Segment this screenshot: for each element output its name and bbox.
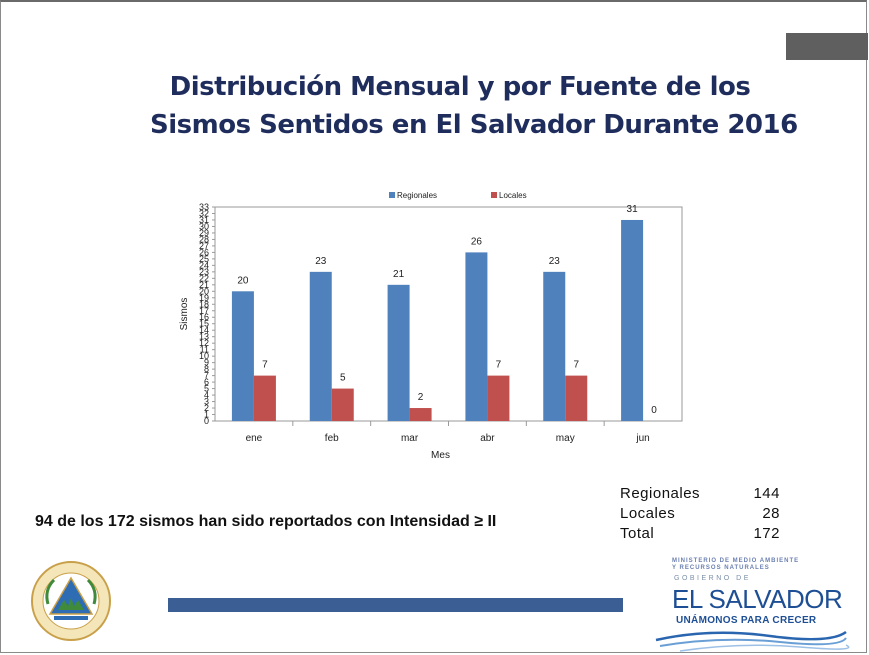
y-tick-label: 31 xyxy=(199,215,209,225)
y-tick-label: 23 xyxy=(199,267,209,277)
y-tick-label: 29 xyxy=(199,228,209,238)
stats-table: Regionales 144 Locales 28 Total 172 xyxy=(620,484,780,544)
logo-country: EL SALVADOR xyxy=(672,584,843,614)
y-tick-label: 17 xyxy=(199,306,209,316)
plot-area xyxy=(214,206,683,422)
y-tick-label: 13 xyxy=(199,332,209,342)
data-label: 0 xyxy=(651,405,657,416)
logo-ministry-line-1: MINISTERIO DE MEDIO AMBIENTE xyxy=(672,558,800,564)
y-tick-label: 32 xyxy=(199,208,209,218)
y-tick-label: 25 xyxy=(199,254,209,264)
y-tick-label: 26 xyxy=(199,247,209,257)
y-tick-label: 22 xyxy=(199,273,209,283)
title-line-1: Distribución Mensual y por Fuente de los xyxy=(169,72,751,102)
y-tick-label: 18 xyxy=(199,299,209,309)
bar-regionales xyxy=(309,271,332,421)
stats-row: Locales 28 xyxy=(620,504,780,524)
title-line-2: Sismos Sentidos en El Salvador Durante 2… xyxy=(150,110,798,140)
x-tick-label: abr xyxy=(480,433,495,444)
slide-title: Distribución Mensual y por Fuente de los… xyxy=(150,68,798,144)
data-label: 7 xyxy=(496,360,502,371)
footer-accent-bar xyxy=(168,598,623,612)
bar-locales xyxy=(409,408,432,421)
y-tick-label: 16 xyxy=(199,312,209,322)
stats-row: Regionales 144 xyxy=(620,484,780,504)
x-tick-label: may xyxy=(556,433,575,444)
bar-regionales xyxy=(621,219,644,421)
y-tick-label: 3 xyxy=(204,397,209,407)
x-tick-label: feb xyxy=(325,433,339,444)
y-tick-label: 12 xyxy=(199,338,209,348)
stats-value: 172 xyxy=(753,525,780,542)
y-tick-label: 15 xyxy=(199,319,209,329)
x-axis-title: Mes xyxy=(431,450,450,461)
y-tick-label: 30 xyxy=(199,221,209,231)
y-tick-label: 27 xyxy=(199,241,209,251)
data-label: 7 xyxy=(573,360,579,371)
legend-label: Regionales xyxy=(397,191,437,200)
data-label: 21 xyxy=(393,269,405,280)
data-label: 7 xyxy=(262,360,268,371)
bar-locales xyxy=(253,375,276,421)
logo-ministry: MINISTERIO DE MEDIO AMBIENTE Y RECURSOS … xyxy=(672,558,799,572)
y-tick-label: 1 xyxy=(204,410,209,420)
stats-value: 144 xyxy=(753,485,780,502)
y-tick-label: 9 xyxy=(204,358,209,368)
stats-label: Total xyxy=(620,525,655,542)
y-tick-label: 20 xyxy=(199,286,209,296)
corner-tab xyxy=(786,33,868,60)
x-tick-label: jun xyxy=(635,433,649,444)
stats-value: 28 xyxy=(762,505,780,522)
bar-regionales xyxy=(465,252,488,421)
y-tick-label: 28 xyxy=(199,234,209,244)
data-label: 2 xyxy=(418,392,424,403)
data-label: 20 xyxy=(237,275,249,286)
y-tick-label: 7 xyxy=(204,371,209,381)
legend-swatch xyxy=(389,192,395,198)
government-logo: MINISTERIO DE MEDIO AMBIENTE Y RECURSOS … xyxy=(650,556,850,652)
y-tick-label: 33 xyxy=(199,202,209,212)
data-label: 5 xyxy=(340,373,346,384)
y-tick-label: 10 xyxy=(199,351,209,361)
y-tick-label: 2 xyxy=(204,403,209,413)
data-label: 26 xyxy=(471,236,483,247)
y-axis-title: Sismos xyxy=(179,298,190,331)
logo-gobierno: GOBIERNO DE xyxy=(674,575,751,582)
stats-row: Total 172 xyxy=(620,524,780,544)
bar-locales xyxy=(331,388,354,421)
stats-label: Locales xyxy=(620,505,676,522)
y-tick-label: 21 xyxy=(199,280,209,290)
bar-locales xyxy=(565,375,588,421)
y-tick-label: 4 xyxy=(204,390,209,400)
y-tick-label: 24 xyxy=(199,260,209,270)
bar-regionales xyxy=(543,271,566,421)
y-tick-label: 11 xyxy=(200,345,209,355)
y-tick-label: 19 xyxy=(199,293,209,303)
y-tick-label: 6 xyxy=(204,377,209,387)
coat-of-arms-seal-icon xyxy=(31,561,111,641)
stats-label: Regionales xyxy=(620,485,701,502)
x-tick-label: ene xyxy=(246,433,263,444)
data-label: 31 xyxy=(627,204,639,215)
y-tick-label: 8 xyxy=(204,364,209,374)
bar-locales xyxy=(487,375,510,421)
bar-regionales xyxy=(231,291,254,421)
x-tick-label: mar xyxy=(401,433,419,444)
logo-slogan: UNÁMONOS PARA CRECER xyxy=(676,615,817,626)
y-tick-label: 5 xyxy=(204,384,209,394)
intensity-note: 94 de los 172 sismos han sido reportados… xyxy=(35,513,497,530)
bar-regionales xyxy=(387,284,410,421)
logo-wave-icon xyxy=(655,630,850,652)
legend-swatch xyxy=(491,192,497,198)
logo-ministry-line-2: Y RECURSOS NATURALES xyxy=(672,565,770,571)
data-label: 23 xyxy=(549,256,561,267)
legend-label: Locales xyxy=(499,191,527,200)
y-tick-label: 0 xyxy=(204,416,209,426)
y-tick-label: 14 xyxy=(199,325,209,335)
bar-chart: 0123456789101112131415161718192021222324… xyxy=(179,191,683,461)
data-label: 23 xyxy=(315,256,327,267)
